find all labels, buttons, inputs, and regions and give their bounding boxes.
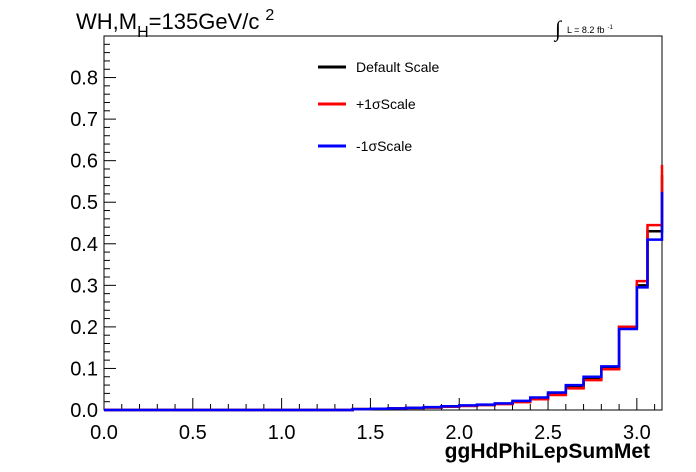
title-superscript: 2	[265, 7, 274, 24]
integral-sign: ∫	[553, 16, 563, 42]
x-tick-label: 0.5	[179, 422, 207, 444]
x-tick-label: 2.0	[445, 422, 473, 444]
lumi-sup: -1	[607, 25, 613, 31]
y-tick-label: 0.7	[70, 109, 98, 131]
y-axis: 0.0 0.1 0.2 0.3 0.4 0.5 0.6 0.7 0.8	[70, 43, 116, 422]
x-tick-label: 0.0	[90, 422, 118, 444]
y-tick-label: 0.6	[70, 151, 98, 173]
y-tick-label: 0.1	[70, 358, 98, 380]
y-tick-label: 0.3	[70, 275, 98, 297]
lumi-label: ∫ L = 8.2 fb -1	[553, 16, 613, 42]
legend-label-2: -1σScale	[356, 138, 412, 154]
plot-frame	[103, 35, 663, 411]
x-tick-label: 3.0	[623, 422, 651, 444]
y-tick-label: 0.0	[70, 400, 98, 422]
lumi-text: L = 8.2 fb -1	[567, 25, 613, 35]
x-axis: 0.0 0.5 1.0 1.5 2.0 2.5 3.0	[90, 398, 656, 444]
y-tick-label: 0.5	[70, 192, 98, 214]
series-line-1	[104, 164, 664, 412]
legend-label-1: +1σScale	[356, 96, 416, 112]
lumi-value: L = 8.2 fb	[567, 25, 604, 35]
x-axis-title: ggHdPhiLepSumMet	[445, 440, 650, 463]
y-tick-label: 0.8	[70, 68, 98, 90]
title-main: WH,M	[76, 9, 137, 34]
y-tick-label: 0.4	[70, 234, 98, 256]
y-tick-label: 0.2	[70, 317, 98, 339]
x-tick-label: 1.0	[268, 422, 296, 444]
x-tick-label: 1.5	[357, 422, 385, 444]
series-layer	[104, 164, 664, 412]
series-line-0	[104, 175, 664, 412]
series-line-2	[104, 191, 664, 412]
legend-label-0: Default Scale	[356, 59, 439, 75]
x-tick-label: 2.5	[534, 422, 562, 444]
legend: Default Scale +1σScale -1σScale	[318, 59, 439, 154]
title-subscript: H	[137, 24, 149, 41]
chart-title: WH,MH=135GeV/c 2	[76, 7, 274, 41]
title-rest: =135GeV/c	[149, 9, 260, 34]
